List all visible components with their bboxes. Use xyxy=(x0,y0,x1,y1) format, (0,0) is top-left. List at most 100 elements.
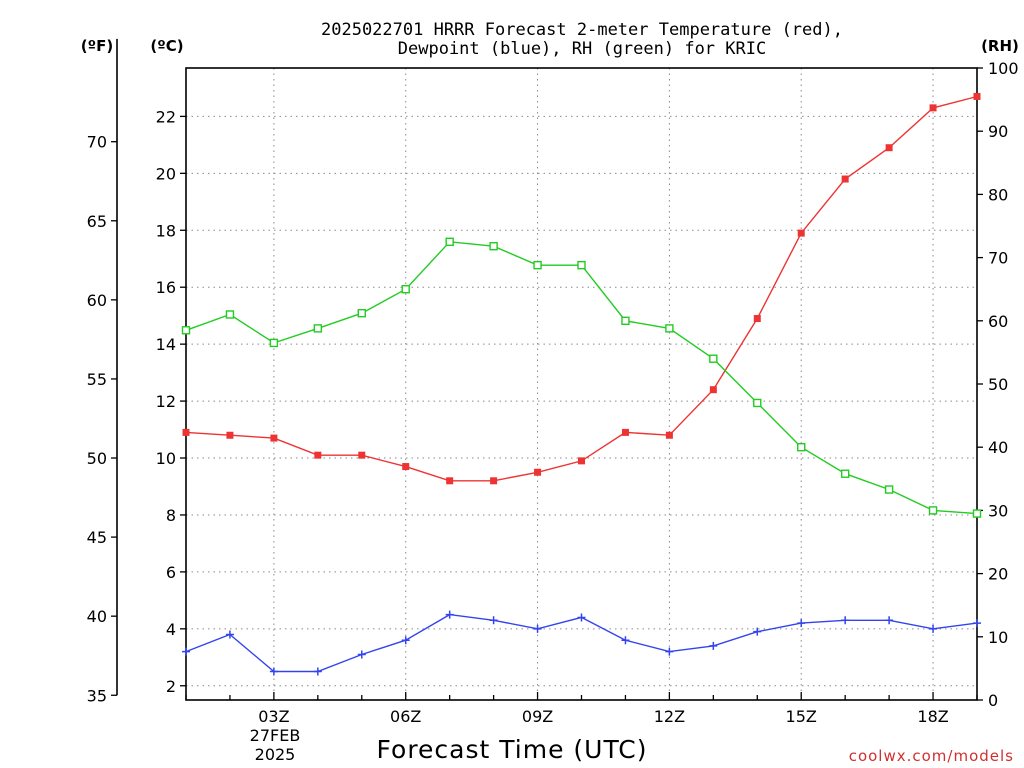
rh-point xyxy=(884,485,894,494)
dewpoint-point xyxy=(929,624,938,633)
rh-series xyxy=(181,237,982,518)
rh-tick-label: 60 xyxy=(988,312,1008,331)
rh-tick-label: 20 xyxy=(988,565,1008,584)
chart-title: 2025022701 HRRR Forecast 2-meter Tempera… xyxy=(321,20,843,40)
dewpoint-point xyxy=(621,636,630,645)
celsius-tick-label: 16 xyxy=(156,278,176,297)
temperature-point xyxy=(226,431,234,439)
x-tick-label: 15Z xyxy=(786,707,817,726)
rh-tick-label: 100 xyxy=(988,59,1019,78)
temperature-point xyxy=(973,92,981,100)
fahrenheit-tick-label: 45 xyxy=(87,528,107,547)
dewpoint-point xyxy=(577,613,586,622)
temperature-point xyxy=(797,229,805,237)
dewpoint-point xyxy=(973,619,981,628)
dewpoint-point xyxy=(753,627,762,636)
dewpoint-point xyxy=(797,619,806,628)
plot-frame xyxy=(185,67,978,701)
fahrenheit-tick-label: 70 xyxy=(87,133,107,152)
celsius-tick-label: 14 xyxy=(156,335,176,354)
rh-point xyxy=(269,338,279,348)
rh-point xyxy=(357,309,366,318)
celsius-tick-label: 8 xyxy=(166,506,176,525)
temperature-point xyxy=(358,451,366,459)
rh-axis-unit: (RH) xyxy=(981,37,1019,55)
dewpoint-point xyxy=(357,650,366,659)
temperature-point xyxy=(665,431,673,439)
rh-tick-label: 90 xyxy=(988,122,1008,141)
dewpoint-point xyxy=(313,667,322,676)
fahrenheit-tick-label: 60 xyxy=(87,291,107,310)
dewpoint-point xyxy=(182,647,190,656)
celsius-tick-label: 20 xyxy=(156,164,176,183)
celsius-tick-label: 10 xyxy=(156,449,176,468)
x-axis-year-label: 2025 xyxy=(255,745,296,764)
dewpoint-point xyxy=(709,641,718,650)
grid-lines xyxy=(186,68,977,700)
dewpoint-point xyxy=(533,624,542,633)
rh-point xyxy=(797,443,806,452)
temperature-point xyxy=(578,457,585,465)
temperature-point xyxy=(929,104,937,112)
temperature-point xyxy=(885,144,893,152)
temperature-series xyxy=(182,92,981,485)
x-tick-label: 12Z xyxy=(654,707,685,726)
x-tick-label: 03Z xyxy=(258,707,289,726)
temperature-point xyxy=(841,175,849,183)
rh-point xyxy=(313,324,323,333)
rh-point xyxy=(928,506,938,515)
tick-labels: 03Z 06Z 09Z 12Z 15Z 18Z 2 4 6 8 10 12 14 16 18 20 22 35 40… xyxy=(87,59,1019,726)
temperature-point xyxy=(709,386,717,394)
x-axis-date-label: 27FEB xyxy=(250,726,301,745)
rh-tick-label: 80 xyxy=(988,185,1008,204)
fahrenheit-axis-unit: (ºF) xyxy=(81,37,113,55)
fahrenheit-tick-label: 40 xyxy=(87,607,107,626)
temperature-point xyxy=(753,315,761,323)
rh-point xyxy=(225,310,235,319)
rh-point xyxy=(577,260,586,270)
x-tick-label: 09Z xyxy=(522,707,553,726)
dewpoint-point xyxy=(225,630,234,639)
x-tick-label: 18Z xyxy=(917,707,948,726)
dewpoint-point xyxy=(401,636,410,645)
fahrenheit-tick-label: 65 xyxy=(87,212,107,231)
rh-point xyxy=(445,237,454,247)
fahrenheit-tick-label: 50 xyxy=(87,449,107,468)
temperature-point xyxy=(621,428,629,436)
rh-point xyxy=(621,316,630,325)
celsius-tick-label: 6 xyxy=(166,563,176,582)
data-series xyxy=(181,92,982,676)
rh-tick-label: 50 xyxy=(988,375,1008,394)
temperature-point xyxy=(534,468,542,476)
rh-point xyxy=(181,326,191,335)
dewpoint-series xyxy=(182,610,981,676)
temperature-point xyxy=(270,434,278,442)
dewpoint-point xyxy=(269,667,278,676)
temperature-point xyxy=(490,477,498,485)
rh-point xyxy=(840,469,850,478)
x-tick-label: 06Z xyxy=(390,707,421,726)
dewpoint-point xyxy=(841,616,850,625)
celsius-tick-label: 12 xyxy=(156,392,176,411)
temperature-point xyxy=(402,463,410,471)
temperature-point xyxy=(314,451,322,459)
celsius-tick-label: 22 xyxy=(156,107,176,126)
celsius-tick-label: 2 xyxy=(166,677,176,696)
x-axis-title: Forecast Time (UTC) xyxy=(377,735,648,764)
rh-tick-label: 40 xyxy=(988,438,1008,457)
dewpoint-line xyxy=(185,613,978,673)
dewpoint-point xyxy=(489,616,498,625)
fahrenheit-tick-label: 35 xyxy=(87,686,107,705)
rh-point xyxy=(401,285,410,294)
rh-point xyxy=(709,354,718,363)
rh-point xyxy=(489,242,498,251)
temperature-line xyxy=(185,95,978,482)
dewpoint-point xyxy=(885,616,894,625)
chart-subtitle: Dewpoint (blue), RH (green) for KRIC xyxy=(398,39,766,59)
dewpoint-point xyxy=(445,610,454,619)
celsius-tick-label: 18 xyxy=(156,221,176,240)
rh-point xyxy=(972,509,982,518)
rh-tick-label: 70 xyxy=(988,249,1008,268)
watermark: coolwx.com/models xyxy=(849,747,1014,765)
